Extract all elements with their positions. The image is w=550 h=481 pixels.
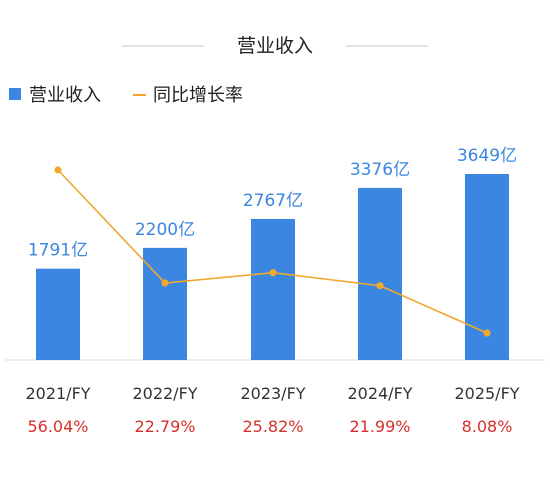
x-tick-label-2021/FY: 2021/FY [25, 384, 90, 403]
growth-line-group [54, 166, 491, 337]
bar-2022/FY [143, 247, 187, 360]
growth-pct-label-2022/FY: 22.79% [134, 417, 195, 436]
legend: 营业收入 同比增长率 [9, 85, 243, 106]
x-tick-label-2025/FY: 2025/FY [454, 384, 519, 403]
bars-group [36, 174, 509, 360]
bar-2024/FY [358, 187, 402, 360]
chart-title: 营业收入 [237, 35, 313, 57]
value-label-2024/FY: 3376亿 [350, 160, 410, 180]
bar-2021/FY [36, 268, 80, 360]
x-tick-labels-group: 2021/FY 2022/FY 2023/FY 2024/FY 2025/FY [25, 384, 519, 403]
legend-bar-swatch [9, 88, 21, 100]
growth-pct-label-2025/FY: 8.08% [462, 417, 513, 436]
value-labels-group: 1791亿 2200亿 2767亿 3376亿 3649亿 [28, 146, 517, 261]
growth-point-2023/FY [269, 269, 277, 277]
value-label-2023/FY: 2767亿 [243, 191, 303, 211]
x-tick-label-2023/FY: 2023/FY [240, 384, 305, 403]
growth-point-2024/FY [376, 282, 384, 290]
value-label-2021/FY: 1791亿 [28, 241, 88, 261]
growth-pct-label-2023/FY: 25.82% [242, 417, 303, 436]
growth-point-2021/FY [54, 166, 62, 174]
growth-pct-labels-group: 56.04% 22.79% 25.82% 21.99% 8.08% [27, 417, 512, 436]
growth-point-2022/FY [161, 279, 169, 287]
growth-pct-label-2021/FY: 56.04% [27, 417, 88, 436]
legend-label-revenue: 营业收入 [29, 85, 101, 106]
legend-label-growth: 同比增长率 [153, 85, 243, 106]
growth-point-2025/FY [483, 329, 491, 337]
value-label-2025/FY: 3649亿 [457, 146, 517, 166]
bar-2025/FY [465, 174, 509, 360]
x-tick-label-2024/FY: 2024/FY [347, 384, 412, 403]
growth-pct-label-2024/FY: 21.99% [349, 417, 410, 436]
x-tick-label-2022/FY: 2022/FY [132, 384, 197, 403]
bar-2023/FY [251, 218, 295, 360]
value-label-2022/FY: 2200亿 [135, 220, 195, 240]
